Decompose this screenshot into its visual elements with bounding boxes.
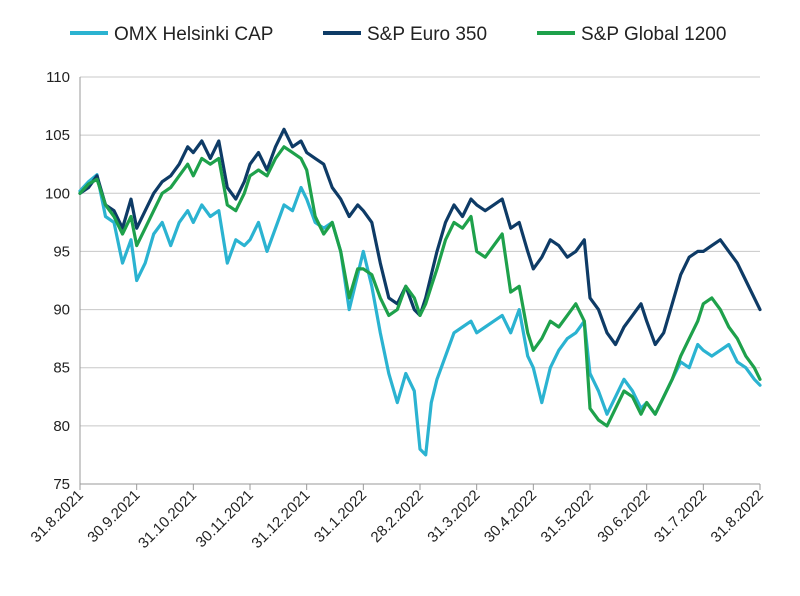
legend: OMX Helsinki CAP S&P Euro 350 S&P Global 1…: [70, 24, 726, 45]
y-tick-label: 85: [53, 360, 70, 377]
x-tick-label: 28.2.2022: [368, 487, 427, 546]
y-tick-label: 100: [45, 185, 70, 202]
x-tick-label: 30.9.2021: [84, 487, 143, 546]
y-tick-label: 75: [53, 476, 70, 493]
y-tick-label: 90: [53, 302, 70, 319]
legend-label: S&P Euro 350: [367, 24, 487, 45]
x-tick-label: 30.6.2022: [594, 487, 653, 546]
legend-label: OMX Helsinki CAP: [114, 24, 273, 45]
y-tick-label: 95: [53, 243, 70, 260]
y-tick-label: 105: [45, 127, 70, 144]
x-tick-label: 31.3.2022: [424, 487, 483, 546]
y-axis-ticks: 75 80 85 90 95 100 105 110: [45, 69, 70, 493]
x-tick-label: 31.7.2022: [651, 487, 710, 546]
legend-label: S&P Global 1200: [581, 24, 726, 45]
series-group: [78, 127, 762, 457]
x-tick-label: 31.8.2021: [28, 487, 87, 546]
x-tick-label: 30.11.2021: [193, 487, 257, 551]
y-tick-label: 110: [46, 69, 70, 86]
axes: [79, 77, 760, 485]
grid: [80, 76, 760, 427]
series-line-2: [78, 145, 762, 428]
x-tick-label: 31.1.2022: [311, 487, 370, 546]
x-tick-label: 30.4.2022: [481, 487, 540, 546]
x-tick-label: 31.5.2022: [538, 487, 597, 546]
x-tick-label: 31.12.2021: [248, 487, 313, 552]
x-tick-label: 31.8.2022: [708, 487, 767, 546]
x-tick-label: 31.10.2021: [135, 487, 200, 552]
y-tick-label: 80: [53, 418, 70, 435]
x-axis-ticks: 31.8.202130.9.202131.10.202130.11.202131…: [28, 484, 767, 552]
